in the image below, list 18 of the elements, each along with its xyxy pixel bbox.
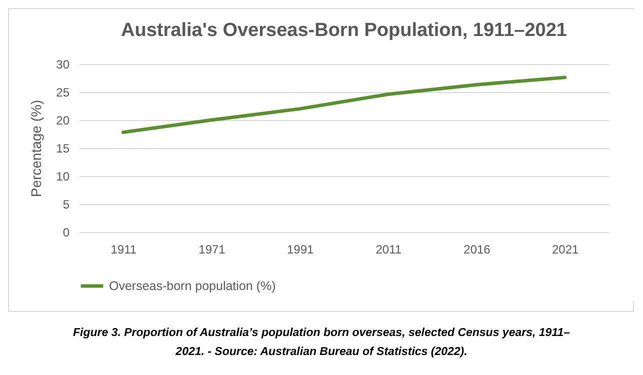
x-tick-label: 2016 bbox=[464, 242, 491, 256]
y-tick-label: 25 bbox=[56, 86, 70, 100]
y-axis-title: Percentage (%) bbox=[28, 100, 44, 198]
caption: Figure 3. Proportion of Australia’s population born overseas, selected Census years, 1911–2021. - Source: Australian Bureau of Statistics (2022). bbox=[72, 326, 571, 360]
y-tick-label: 10 bbox=[56, 170, 70, 184]
x-tick-label: 1971 bbox=[198, 242, 226, 256]
x-tick-label: 1991 bbox=[286, 242, 314, 256]
x-tick-label: 1911 bbox=[110, 242, 137, 256]
y-tick-label: 30 bbox=[56, 58, 70, 72]
legend-label: Overseas-born population (%) bbox=[109, 279, 276, 293]
x-tick-label: 2021 bbox=[552, 242, 580, 256]
y-tick-label: 0 bbox=[62, 226, 70, 240]
y-tick-label: 20 bbox=[56, 114, 70, 128]
chart-title: Australia's Overseas-Born Population, 1911–2021 bbox=[121, 20, 568, 41]
y-tick-label: 15 bbox=[56, 142, 70, 156]
x-tick-label: 2011 bbox=[376, 242, 402, 256]
line-series bbox=[121, 76, 567, 134]
y-tick-label: 5 bbox=[62, 198, 70, 212]
